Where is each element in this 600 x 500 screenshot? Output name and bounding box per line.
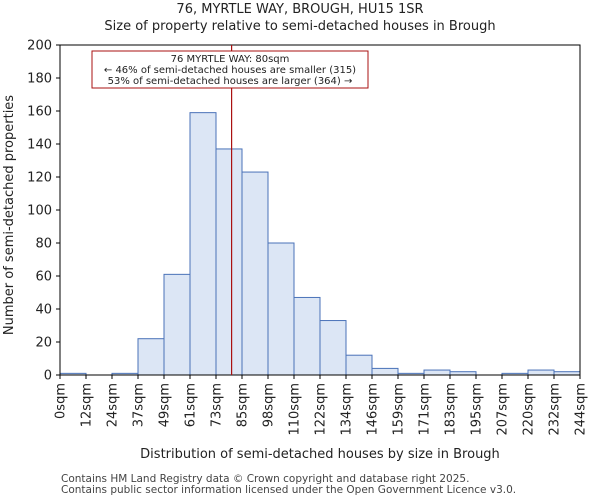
x-axis-label: Distribution of semi-detached houses by … — [140, 447, 500, 462]
chart-subtitle: Size of property relative to semi-detach… — [104, 19, 496, 34]
chart-title: 76, MYRTLE WAY, BROUGH, HU15 1SR — [176, 2, 424, 17]
x-tick-label: 98sqm — [262, 383, 277, 427]
x-tick-label: 232sqm — [548, 383, 563, 436]
histogram-bar — [319, 320, 347, 376]
y-tick-label: 80 — [35, 237, 52, 252]
x-tick-label: 122sqm — [314, 383, 329, 436]
x-tick-label: 73sqm — [210, 383, 225, 427]
annotation-smaller: ← 46% of semi-detached houses are smalle… — [104, 65, 356, 76]
histogram-bar — [137, 338, 165, 376]
histogram-bar — [267, 242, 295, 376]
histogram-chart: 0 20 40 60 80 100 120 140 160 180 200 0sqm 12sqm 24sq… — [2, 39, 589, 463]
histogram-bar — [371, 367, 399, 376]
histogram-bar — [215, 148, 243, 376]
x-tick-label: 37sqm — [132, 383, 147, 427]
histogram-bar — [423, 369, 451, 376]
y-axis-label: Number of semi-detached properties — [2, 95, 17, 335]
x-tick-label: 134sqm — [340, 383, 355, 436]
annotation-larger: 53% of semi-detached houses are larger (… — [108, 76, 353, 87]
x-tick-label: 0sqm — [54, 383, 69, 419]
histogram-bar — [293, 296, 321, 376]
x-tick-label: 220sqm — [522, 383, 537, 436]
x-tick-label: 244sqm — [574, 383, 589, 436]
histogram-bar — [241, 171, 269, 376]
x-tick-label: 146sqm — [366, 383, 381, 436]
y-tick-label: 60 — [35, 270, 52, 285]
x-tick-label: 159sqm — [392, 383, 407, 436]
y-tick-label: 140 — [27, 138, 52, 153]
x-tick-label: 49sqm — [158, 383, 173, 427]
histogram-bar — [345, 354, 373, 376]
y-tick-label: 100 — [27, 204, 52, 219]
x-tick-label: 207sqm — [496, 383, 511, 436]
x-tick-label: 12sqm — [80, 383, 95, 427]
annotation-box — [91, 50, 369, 89]
footer-licence: Contains public sector information licen… — [61, 484, 517, 496]
histogram-bar — [189, 112, 217, 376]
x-tick-label: 183sqm — [444, 383, 459, 436]
y-tick-label: 20 — [35, 336, 52, 351]
footer-copyright: Contains HM Land Registry data © Crown c… — [61, 473, 470, 485]
y-tick-label: 160 — [27, 105, 52, 120]
x-tick-label: 24sqm — [106, 383, 121, 427]
x-tick-label: 85sqm — [236, 383, 251, 427]
x-tick-label: 61sqm — [184, 383, 199, 427]
annotation-title: 76 MYRTLE WAY: 80sqm — [171, 54, 290, 65]
x-tick-label: 110sqm — [288, 383, 303, 436]
y-tick-label: 200 — [27, 39, 52, 54]
y-tick-label: 40 — [35, 303, 52, 318]
histogram-bar — [163, 273, 191, 376]
y-tick-label: 0 — [44, 369, 52, 384]
y-tick-label: 120 — [27, 171, 52, 186]
x-tick-label: 195sqm — [470, 383, 485, 436]
y-tick-label: 180 — [27, 72, 52, 87]
x-tick-label: 171sqm — [418, 383, 433, 436]
histogram-bar — [527, 369, 555, 376]
